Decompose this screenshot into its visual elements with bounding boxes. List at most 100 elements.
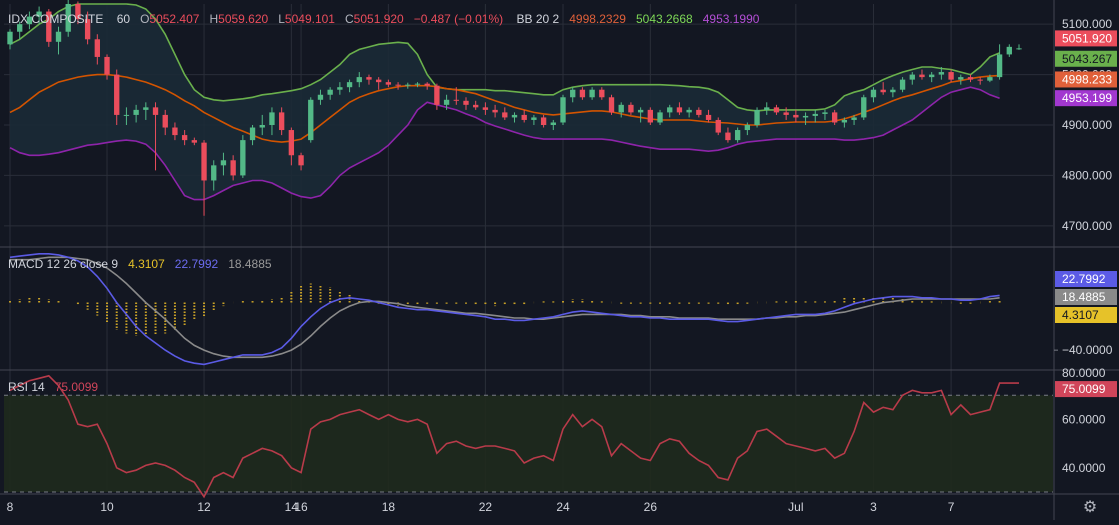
bb-lower-tag: 4953.199 [1062,91,1112,105]
rsi-tag: 75.0099 [1062,382,1106,396]
candle-body [55,31,62,42]
high-value: 5059.620 [218,12,269,26]
candle-body [550,122,556,125]
candle-body [269,112,275,125]
bb-label[interactable]: BB 20 2 [516,12,560,26]
candle-body [754,109,760,125]
candle-body [618,104,624,113]
candle-body [899,79,906,90]
candle-body [395,84,401,86]
candle-body [696,109,702,115]
rsi-axis-tick: 40.0000 [1062,461,1106,475]
candle-body [870,89,877,98]
macd-label[interactable]: MACD 12 26 close 9 [8,257,119,271]
interval[interactable]: 60 [116,12,131,26]
candle-body [492,109,498,113]
candle-body [958,77,964,80]
time-axis-label: 26 [644,500,658,514]
candle-body [308,99,314,141]
candle-body [26,16,33,25]
candle-body [1016,48,1022,50]
open-label: O [140,12,150,26]
candle-body [36,11,42,17]
candle-body [589,89,595,98]
candle-body [84,19,91,40]
rsi-legend: RSI 14 75.0099 [8,380,98,394]
change-value: −0.487 (−0.01%) [413,12,504,26]
candle-body [463,100,469,105]
candle-body [802,115,809,118]
candle-body [521,114,527,120]
candle-body [570,89,576,98]
candle-body [744,125,751,131]
candle-body [909,74,915,80]
time-axis-label: 10 [100,500,114,514]
bb-upper-tag-bg [1055,50,1117,67]
low-value: 5049.101 [284,12,335,26]
time-axis-label: 18 [382,500,396,514]
candle-body [715,119,721,133]
signal-tag: 18.4885 [1062,290,1106,304]
price-axis-tick: 4800.000 [1062,168,1112,182]
low-label: L [278,12,285,26]
candle-body [337,87,343,90]
macd-signal-line [10,256,1000,359]
candle-body [240,140,246,176]
candle-body [657,112,663,123]
bb-basis-tag: 4998.233 [1062,72,1112,86]
candle-body [424,83,430,86]
close-price-tag: 5051.920 [1062,31,1112,45]
candle-body [599,89,605,98]
time-axis-label: Jul [788,500,803,514]
candle-body [705,114,712,120]
rsi-line [9,374,1019,499]
candle-body [453,99,459,101]
candle-body [773,107,780,113]
candle-body [434,85,440,105]
rsi-axis-tick: 60.0000 [1062,412,1106,426]
candle-body [473,104,479,108]
time-axis-label: 7 [948,500,955,514]
candle-body [560,97,566,123]
candle-body [579,89,586,98]
candle-body [288,130,295,156]
candle-body [230,160,236,176]
candle-body [346,82,353,88]
time-axis-label: 16 [294,500,308,514]
macd-axis-tick: −40.0000 [1062,343,1113,357]
candle-body [880,89,886,93]
candle-body [1006,46,1012,55]
candle-body [143,107,149,110]
hist-tag-bg [1055,307,1117,323]
gear-icon[interactable]: ⚙ [1082,499,1098,516]
rsi-axis-tick: 80.0000 [1062,366,1106,380]
candle-body [133,109,139,115]
candle-body [172,127,178,136]
candle-body [123,114,130,116]
candle-body [152,107,159,115]
rsi-label[interactable]: RSI 14 [8,380,45,394]
candle-body [366,77,372,80]
candle-body [919,74,925,78]
open-value: 5052.407 [149,12,200,26]
candle-body [405,84,411,86]
rsi-tag-bg [1055,381,1117,398]
candle-body [201,142,207,181]
candle-body [793,114,799,118]
symbol-name[interactable]: IDX COMPOSITE [8,12,104,26]
candle-body [637,109,644,113]
candle-body [220,160,227,166]
macd-line-value: 22.7992 [174,257,219,271]
high-label: H [209,12,219,26]
candle-body [977,79,983,81]
candle-body [317,94,324,100]
time-axis-label: 24 [556,500,570,514]
time-axis-label: 12 [197,500,211,514]
candle-body [327,89,333,95]
candle-body [414,83,421,85]
bb-upper-tag: 5043.267 [1062,52,1112,66]
close-price-tag-bg [1055,30,1117,47]
bb-basis-tag-bg [1055,71,1117,88]
